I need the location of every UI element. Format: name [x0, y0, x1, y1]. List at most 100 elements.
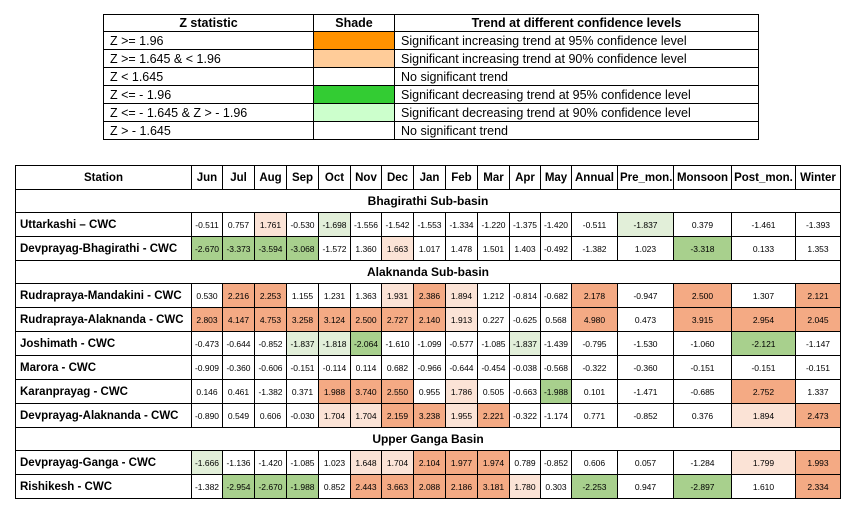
z-value-cell: -0.151 — [673, 355, 732, 380]
z-value-cell: -1.530 — [617, 331, 674, 356]
legend-header-trend: Trend at different confidence levels — [394, 14, 759, 32]
legend-row: Z <= - 1.96 Significant decreasing trend … — [103, 85, 759, 104]
z-value-cell: 2.752 — [731, 379, 796, 404]
z-value-cell: -0.663 — [509, 379, 541, 404]
legend-shade-swatch — [313, 121, 395, 140]
z-value-cell: 1.780 — [509, 474, 541, 499]
z-value-cell: -0.322 — [509, 403, 541, 428]
z-value-cell: -1.220 — [477, 212, 510, 237]
z-value-cell: -0.511 — [191, 212, 223, 237]
legend-trend: Significant increasing trend at 95% conf… — [394, 31, 759, 50]
z-value-cell: 1.663 — [381, 236, 414, 261]
z-value-cell: -1.060 — [673, 331, 732, 356]
column-header: Mar — [477, 165, 510, 190]
table-row: Devprayag-Alaknanda - CWC -0.890 0.549 0.60… — [15, 403, 841, 428]
column-header: Feb — [445, 165, 478, 190]
z-value-cell: 1.704 — [318, 403, 351, 428]
z-value-cell: -0.852 — [617, 403, 674, 428]
group-header-row: Bhagirathi Sub-basin — [15, 189, 841, 213]
z-value-cell: -2.121 — [731, 331, 796, 356]
z-value-cell: 1.786 — [445, 379, 478, 404]
table-row: Devprayag-Bhagirathi - CWC -2.670 -3.373 -3… — [15, 236, 841, 261]
z-value-cell: -0.151 — [795, 355, 841, 380]
z-value-cell: 0.606 — [571, 450, 618, 475]
column-header: Pre_mon. — [617, 165, 674, 190]
z-value-cell: -1.136 — [222, 450, 255, 475]
column-header: Winter — [795, 165, 841, 190]
z-value-cell: -0.606 — [254, 355, 287, 380]
z-value-cell: -1.174 — [540, 403, 572, 428]
z-value-cell: -1.610 — [381, 331, 414, 356]
z-value-cell: 2.386 — [413, 283, 446, 308]
z-value-cell: -1.837 — [286, 331, 319, 356]
station-name: Rudrapraya-Alaknanda - CWC — [15, 307, 192, 332]
z-value-cell: -0.682 — [540, 283, 572, 308]
z-value-cell: 1.974 — [477, 450, 510, 475]
z-value-cell: -3.318 — [673, 236, 732, 261]
group-header-row: Alaknanda Sub-basin — [15, 260, 841, 284]
column-header: Jan — [413, 165, 446, 190]
z-value-cell: 1.360 — [350, 236, 382, 261]
z-value-cell: 1.761 — [254, 212, 287, 237]
z-value-cell: 0.530 — [191, 283, 223, 308]
z-value-cell: -1.837 — [509, 331, 541, 356]
z-value-cell: 1.403 — [509, 236, 541, 261]
z-value-cell: -1.382 — [571, 236, 618, 261]
z-value-cell: 1.023 — [318, 450, 351, 475]
z-value-cell: -0.151 — [731, 355, 796, 380]
table-row: Rudraprayа-Mandakini - CWC 0.530 2.216 2.25… — [15, 283, 841, 308]
z-value-cell: 1.353 — [795, 236, 841, 261]
z-value-cell: 2.221 — [477, 403, 510, 428]
group-title: Alaknanda Sub-basin — [15, 260, 841, 284]
z-value-cell: 1.894 — [445, 283, 478, 308]
column-header: Jun — [191, 165, 223, 190]
z-value-cell: -0.625 — [509, 307, 541, 332]
z-value-cell: 1.307 — [731, 283, 796, 308]
z-value-cell: 4.147 — [222, 307, 255, 332]
z-value-cell: -1.147 — [795, 331, 841, 356]
column-header: Station — [15, 165, 192, 190]
group-header-row: Upper Ganga Basin — [15, 427, 841, 451]
legend-z: Z >= 1.645 & < 1.96 — [103, 49, 314, 68]
z-value-cell: 0.568 — [540, 307, 572, 332]
z-value-cell: 0.789 — [509, 450, 541, 475]
legend-shade-swatch — [313, 67, 395, 86]
z-value-cell: -1.988 — [286, 474, 319, 499]
z-value-cell: 3.915 — [673, 307, 732, 332]
legend-trend: Significant increasing trend at 90% conf… — [394, 49, 759, 68]
z-value-cell: 0.771 — [571, 403, 618, 428]
z-value-cell: -0.511 — [571, 212, 618, 237]
z-value-cell: 0.379 — [673, 212, 732, 237]
station-name: Joshimath - CWC — [15, 331, 192, 356]
z-value-cell: 1.155 — [286, 283, 319, 308]
legend-z: Z <= - 1.96 — [103, 85, 314, 104]
z-value-cell: 1.988 — [318, 379, 351, 404]
z-value-cell: -0.114 — [318, 355, 351, 380]
trend-table: Station Jun Jul Aug Sep Oct Nov Dec Jan Feb Mar Apr… — [15, 165, 841, 499]
legend-shade-swatch — [313, 49, 395, 68]
z-value-cell: -0.030 — [286, 403, 319, 428]
group-title: Bhagirathi Sub-basin — [15, 189, 841, 213]
z-value-cell: -1.988 — [540, 379, 572, 404]
z-value-cell: 0.757 — [222, 212, 255, 237]
z-value-cell: 2.178 — [571, 283, 618, 308]
z-value-cell: 4.753 — [254, 307, 287, 332]
z-value-cell: -2.897 — [673, 474, 732, 499]
table-body: Bhagirathi Sub-basin Uttarkashi – CWC -0.5… — [15, 189, 841, 499]
z-value-cell: -1.572 — [318, 236, 351, 261]
z-value-cell: 3.124 — [318, 307, 351, 332]
z-value-cell: 3.740 — [350, 379, 382, 404]
z-value-cell: 3.181 — [477, 474, 510, 499]
z-value-cell: -0.568 — [540, 355, 572, 380]
z-value-cell: -0.685 — [673, 379, 732, 404]
z-value-cell: 1.799 — [731, 450, 796, 475]
z-value-cell: 1.931 — [381, 283, 414, 308]
legend-body: Z >= 1.96 Significant increasing trend at… — [103, 31, 759, 140]
table-row: Karanprayag - CWC 0.146 0.461 -1.382 0.371 1.… — [15, 379, 841, 404]
column-header: Annual — [571, 165, 618, 190]
z-value-cell: 1.955 — [445, 403, 478, 428]
z-value-cell: -0.038 — [509, 355, 541, 380]
station-name: Marora - CWC — [15, 355, 192, 380]
z-value-cell: 2.088 — [413, 474, 446, 499]
z-value-cell: -0.852 — [254, 331, 287, 356]
